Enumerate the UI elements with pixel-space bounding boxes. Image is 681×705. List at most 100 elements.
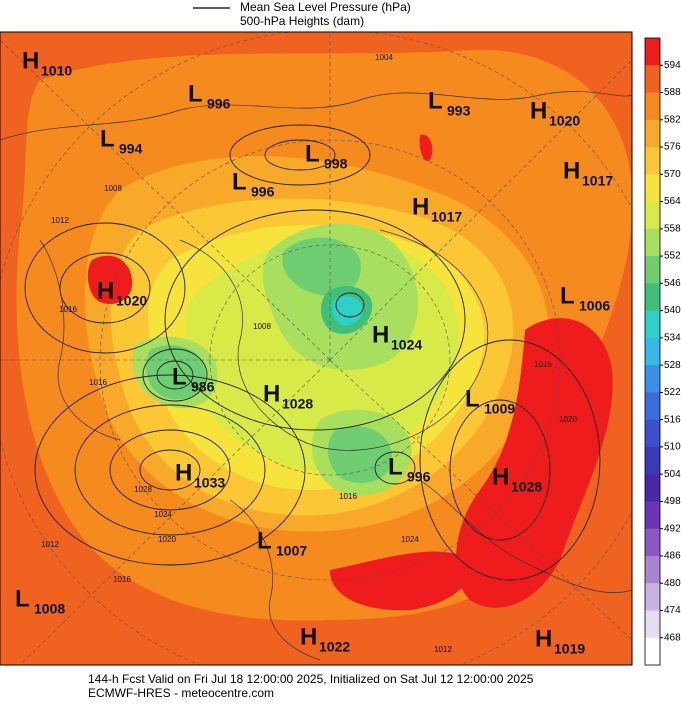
map-frame (0, 31, 633, 666)
center-value: 996 (207, 96, 231, 112)
center-letter: L (388, 453, 403, 480)
colorbar-swatch (645, 555, 660, 584)
colorbar-swatch (645, 92, 660, 121)
colorbar-swatch (645, 446, 660, 475)
center-letter: L (465, 385, 480, 412)
center-value: 1024 (391, 337, 422, 353)
center-letter: L (100, 125, 115, 152)
contour-label: 1020 (559, 415, 577, 424)
colorbar-label: 528 (664, 360, 681, 371)
center-value: 1017 (431, 209, 462, 225)
center-value: 986 (191, 379, 215, 395)
colorbar-swatch (645, 310, 660, 339)
center-value: 994 (119, 141, 143, 157)
center-value: 1022 (319, 639, 350, 655)
colorbar-swatch (645, 201, 660, 230)
colorbar-label: 552 (664, 251, 681, 262)
colorbar-label: 570 (664, 169, 681, 180)
colorbar-swatch (645, 583, 660, 611)
center-value: 1009 (484, 401, 515, 417)
colorbar-frame (644, 37, 661, 666)
center-letter: L (188, 80, 203, 107)
contour-label: 1012 (51, 216, 69, 225)
colorbar-label: 480 (664, 578, 681, 589)
colorbar-label: 576 (664, 142, 681, 153)
center-value: 996 (251, 184, 275, 200)
colorbar-swatch (645, 392, 660, 420)
center-letter: H (492, 463, 509, 490)
center-value: 998 (324, 156, 348, 172)
colorbar-label: 534 (664, 333, 681, 344)
graticule (0, 32, 632, 665)
colorbar-swatch (645, 419, 660, 448)
center-letter: L (428, 87, 443, 114)
colorbar-swatch (645, 501, 660, 529)
colorbar-label: 498 (664, 496, 681, 507)
center-value: 1006 (579, 298, 610, 314)
center-value: 1007 (276, 543, 307, 559)
colorbar-swatch (645, 637, 660, 666)
colorbar-label: 558 (664, 223, 681, 234)
center-letter: L (257, 527, 272, 554)
contour-label: 1016 (59, 305, 77, 314)
colorbar-label: 504 (664, 469, 681, 480)
contour-label: 1016 (89, 378, 107, 387)
colorbar-swatch (645, 256, 660, 284)
center-letter: H (22, 47, 39, 74)
colorbar-label: 582 (664, 114, 681, 125)
center-letter: H (175, 459, 192, 486)
center-letter: H (300, 623, 317, 650)
colorbar-swatch (645, 474, 660, 502)
center-value: 1028 (282, 396, 313, 412)
colorbar-label: 564 (664, 196, 681, 207)
center-letter: H (372, 321, 389, 348)
contour-label: 1016 (534, 360, 552, 369)
center-letter: H (563, 157, 580, 184)
center-value: 1028 (511, 479, 542, 495)
center-value: 1020 (116, 293, 147, 309)
center-letter: L (15, 585, 30, 612)
center-value: 1008 (34, 601, 65, 617)
footer-text: ECMWF-HRES - meteocentre.com (88, 686, 274, 700)
colorbar-swatch (645, 65, 660, 93)
center-letter: H (97, 277, 114, 304)
center-letter: H (535, 625, 552, 652)
center-value: 1019 (554, 641, 585, 657)
legend-text: Mean Sea Level Pressure (hPa) (240, 0, 411, 14)
contour-label: 1028 (134, 485, 152, 494)
center-value: 993 (447, 103, 471, 119)
contour-label: 1004 (375, 53, 393, 62)
center-value: 1010 (41, 63, 72, 79)
colorbar-swatch (645, 147, 660, 175)
colorbar-label: 510 (664, 442, 681, 453)
colorbar-swatch (645, 610, 660, 639)
contour-label: 1012 (434, 645, 452, 654)
legend-text: 500-hPa Heights (dam) (240, 14, 364, 28)
colorbar-swatch (645, 228, 660, 257)
contour-labels: 1004 1008 1012 1016 1008 1016 1028 1024 1020 1012… (41, 53, 577, 654)
colorbar-label: 588 (664, 87, 681, 98)
contour-label: 1008 (253, 322, 271, 331)
colorbar-label: 468 (664, 632, 681, 643)
height-field (0, 32, 632, 665)
center-letter: H (263, 380, 280, 407)
colorbar-swatch (645, 337, 660, 366)
colorbar-label: 486 (664, 551, 681, 562)
center-letter: L (172, 363, 187, 390)
contour-label: 1020 (158, 535, 176, 544)
colorbar-label: 474 (664, 605, 681, 616)
colorbar-label: 546 (664, 278, 681, 289)
contour-label: 1012 (41, 540, 59, 549)
footer-text: 144-h Fcst Valid on Fri Jul 18 12:00:00 … (88, 672, 534, 686)
contour-label: 1024 (401, 535, 419, 544)
colorbar-swatch (645, 365, 660, 393)
colorbar-swatch (645, 528, 660, 557)
isobars (24, 124, 601, 581)
colorbar-swatch (645, 38, 660, 66)
center-letter: L (232, 168, 247, 195)
colorbar-label: 594 (664, 60, 681, 71)
coastlines (0, 91, 632, 661)
contour-label: 1016 (339, 492, 357, 501)
contour-label: 1024 (154, 510, 172, 519)
center-letter: L (305, 140, 320, 167)
